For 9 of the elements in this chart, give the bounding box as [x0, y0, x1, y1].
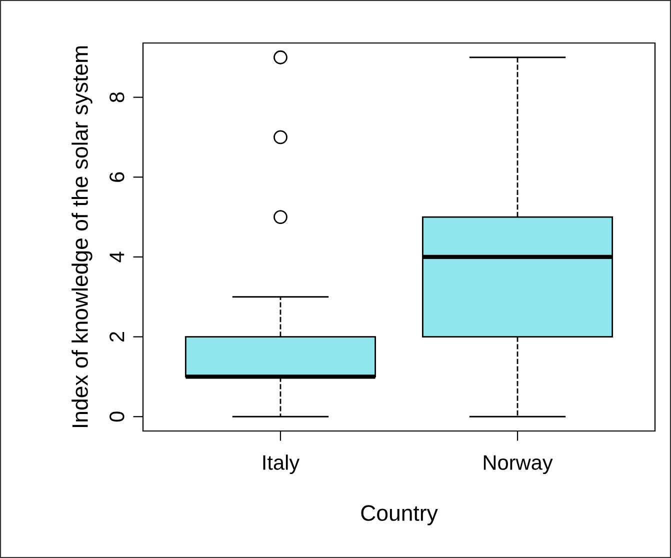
- y-axis-title: Index of knowledge of the solar system: [72, 46, 92, 428]
- y-tick-label: 0: [110, 412, 124, 422]
- x-tick-label: Norway: [484, 455, 553, 474]
- x-axis-title: Country: [361, 505, 438, 526]
- y-tick-label: 6: [110, 172, 124, 182]
- y-tick-label: 8: [110, 92, 124, 102]
- y-tick-label: 4: [110, 252, 124, 262]
- y-tick-label: 2: [110, 332, 124, 342]
- x-tick-label: Italy: [263, 454, 300, 474]
